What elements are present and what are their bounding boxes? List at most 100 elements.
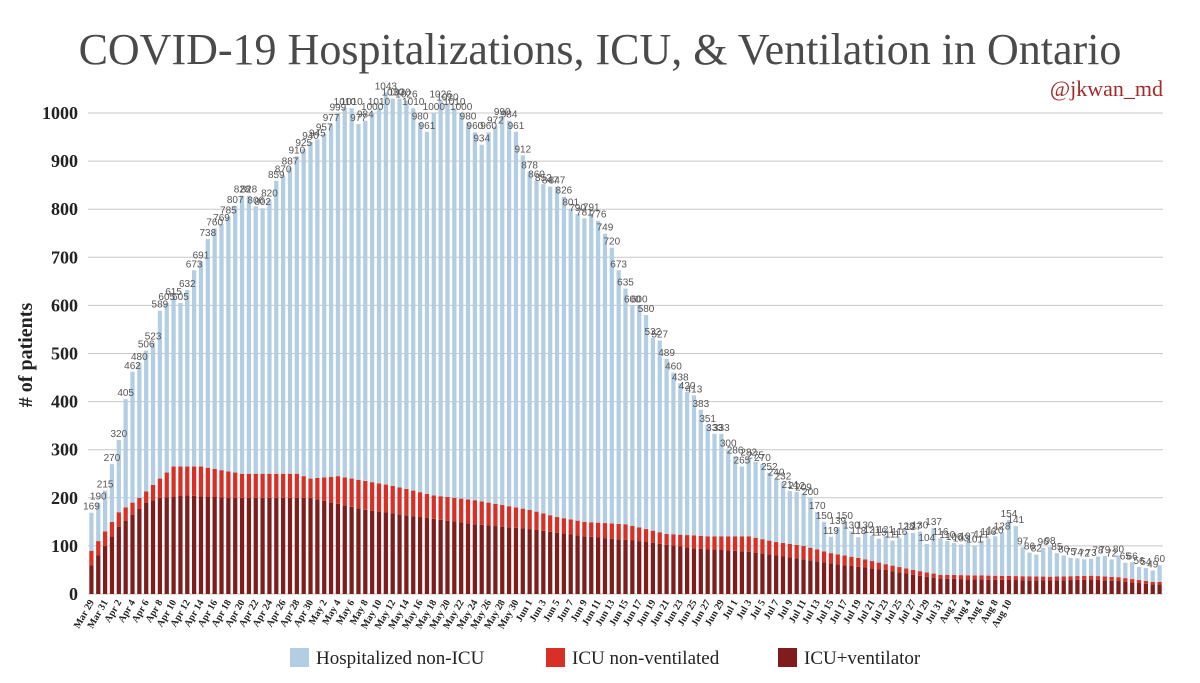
bar-icu-non-ventilated bbox=[520, 508, 525, 529]
bar-non-icu bbox=[226, 216, 231, 472]
bar-non-icu bbox=[876, 538, 881, 563]
data-label: 286 bbox=[727, 445, 744, 456]
bar-icu-non-ventilated bbox=[883, 564, 888, 570]
bar-icu-non-ventilated bbox=[835, 554, 840, 565]
bar-icu-non-ventilated bbox=[890, 565, 895, 572]
bars bbox=[89, 92, 1162, 594]
bar-non-icu bbox=[924, 543, 929, 573]
data-label: 847 bbox=[549, 176, 566, 187]
bar-icu-non-ventilated bbox=[904, 568, 909, 574]
bar-icu-ventilator bbox=[999, 579, 1005, 594]
bar-icu-ventilator bbox=[863, 567, 868, 594]
bar-icu-ventilator bbox=[869, 568, 875, 594]
bar-icu-ventilator bbox=[958, 579, 964, 594]
bar-non-icu bbox=[308, 141, 313, 479]
bar-icu-non-ventilated bbox=[924, 572, 929, 577]
data-label: 282 bbox=[740, 447, 757, 458]
data-label: 961 bbox=[419, 121, 436, 132]
data-label: 73 bbox=[1086, 548, 1098, 559]
bar-icu-ventilator bbox=[575, 535, 580, 594]
bar-non-icu bbox=[137, 363, 142, 498]
bar-non-icu bbox=[705, 425, 710, 537]
data-label: 106 bbox=[946, 532, 963, 543]
bar-non-icu bbox=[1150, 570, 1155, 582]
bar-non-icu bbox=[102, 490, 108, 532]
bar-icu-ventilator bbox=[965, 579, 970, 594]
bar-icu-ventilator bbox=[493, 526, 498, 594]
bar-icu-non-ventilated bbox=[1082, 575, 1087, 580]
bar-icu-non-ventilated bbox=[178, 466, 183, 496]
bar-non-icu bbox=[548, 186, 553, 516]
bar-icu-ventilator bbox=[137, 508, 142, 594]
bar-non-icu bbox=[287, 167, 293, 474]
data-label: 1000 bbox=[450, 102, 473, 113]
bar-icu-ventilator bbox=[438, 519, 443, 594]
bar-icu-ventilator bbox=[582, 536, 587, 594]
bar-non-icu bbox=[958, 544, 964, 576]
bar-icu-ventilator bbox=[890, 571, 895, 594]
bar-icu-non-ventilated bbox=[1061, 576, 1066, 581]
bar-non-icu bbox=[96, 502, 101, 542]
bar-non-icu bbox=[979, 540, 984, 576]
bar-icu-ventilator bbox=[1006, 579, 1012, 594]
bar-icu-ventilator bbox=[609, 538, 614, 594]
data-label: 127 bbox=[905, 522, 922, 533]
data-label: 79 bbox=[1099, 545, 1111, 556]
bar-icu-non-ventilated bbox=[267, 473, 272, 498]
bar-icu-ventilator bbox=[260, 497, 265, 594]
bar-non-icu bbox=[678, 383, 683, 535]
bar-icu-non-ventilated bbox=[342, 477, 347, 506]
bar-non-icu bbox=[842, 521, 847, 556]
bar-non-icu bbox=[575, 214, 580, 521]
bar-icu-ventilator bbox=[178, 495, 183, 594]
bar-non-icu bbox=[664, 358, 669, 534]
bar-icu-non-ventilated bbox=[1041, 576, 1046, 581]
y-tick-label: 500 bbox=[51, 344, 78, 364]
data-label: 150 bbox=[836, 511, 853, 522]
bar-non-icu bbox=[726, 449, 731, 537]
data-label: 462 bbox=[124, 361, 141, 372]
bar-icu-ventilator bbox=[767, 554, 772, 594]
data-label: 212 bbox=[788, 481, 805, 492]
bar-non-icu bbox=[815, 512, 820, 550]
bar-non-icu bbox=[500, 117, 505, 506]
data-label: 828 bbox=[234, 185, 251, 196]
bar-icu-non-ventilated bbox=[424, 493, 430, 518]
data-label: 806 bbox=[247, 195, 264, 206]
bar-non-icu bbox=[630, 305, 635, 526]
bar-non-icu bbox=[459, 113, 464, 499]
bar-icu-ventilator bbox=[910, 574, 916, 594]
bar-non-icu bbox=[999, 532, 1005, 576]
bar-non-icu bbox=[534, 180, 539, 512]
bar-icu-non-ventilated bbox=[705, 536, 710, 550]
bar-icu-ventilator bbox=[89, 565, 94, 594]
bar-icu-non-ventilated bbox=[157, 478, 163, 498]
data-label: 960 bbox=[467, 121, 484, 132]
bar-non-icu bbox=[732, 456, 738, 537]
bar-icu-non-ventilated bbox=[370, 482, 375, 511]
legend-swatch bbox=[778, 648, 797, 667]
bar-icu-ventilator bbox=[657, 543, 662, 594]
bar-icu-ventilator bbox=[520, 528, 525, 594]
bar-icu-non-ventilated bbox=[589, 522, 594, 537]
bar-icu-non-ventilated bbox=[1006, 575, 1012, 580]
bar-icu-non-ventilated bbox=[445, 496, 450, 521]
data-label: 859 bbox=[268, 170, 285, 181]
bar-non-icu bbox=[411, 108, 416, 491]
data-label: 506 bbox=[138, 340, 155, 351]
bar-non-icu bbox=[719, 433, 724, 537]
data-label: 738 bbox=[199, 228, 216, 239]
bar-icu-ventilator bbox=[753, 552, 758, 594]
data-label: 1043 bbox=[375, 81, 398, 92]
bar-icu-non-ventilated bbox=[89, 550, 94, 566]
bar-non-icu bbox=[568, 208, 573, 520]
bar-icu-ventilator bbox=[363, 509, 368, 594]
bar-icu-non-ventilated bbox=[1123, 578, 1128, 582]
data-label: 878 bbox=[521, 161, 538, 172]
data-label: 828 bbox=[241, 185, 258, 196]
bar-icu-ventilator bbox=[972, 579, 977, 594]
bar-non-icu bbox=[945, 541, 950, 575]
bar-icu-ventilator bbox=[417, 517, 423, 594]
bar-non-icu bbox=[178, 302, 183, 467]
